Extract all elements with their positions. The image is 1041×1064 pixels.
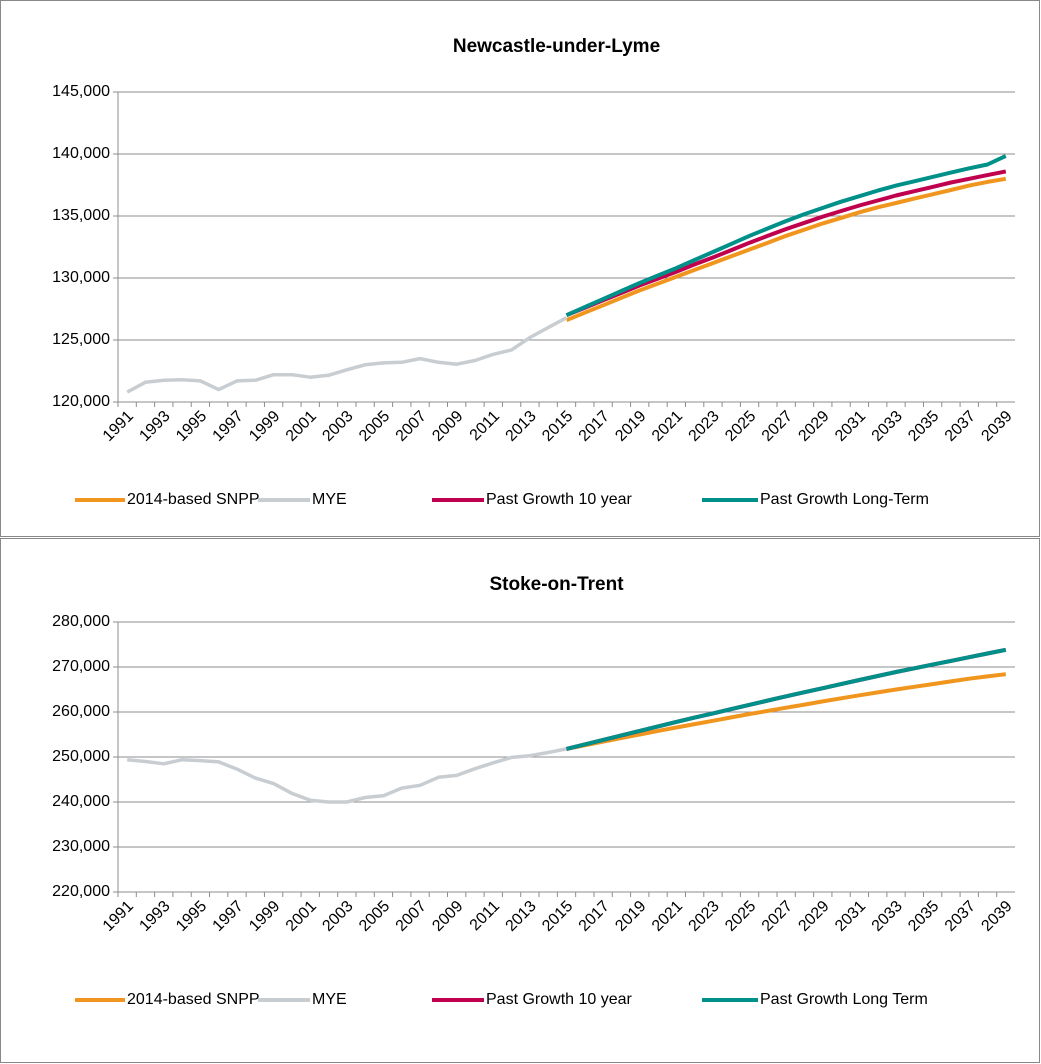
series-line — [565, 169, 1007, 318]
series-line — [126, 316, 568, 394]
chart: Stoke-on-Trent 220,000 230,000 240,000 250,0… — [0, 538, 1040, 1063]
x-tick-label: 2023 — [686, 408, 723, 445]
x-tick-label: 2005 — [356, 408, 393, 445]
x-tick-label: 2003 — [319, 898, 356, 935]
legend-label: 2014-based SNPP — [127, 991, 260, 1008]
x-tick-label: 2001 — [283, 898, 320, 935]
chart-title: Stoke-on-Trent — [489, 574, 624, 595]
x-tick-label: 2007 — [393, 408, 430, 445]
series-line — [565, 154, 1007, 318]
x-tick-label: 1997 — [210, 898, 247, 935]
y-tick-label: 250,000 — [52, 748, 110, 765]
x-tick-label: 2013 — [503, 898, 540, 935]
legend-label: Past Growth Long-Term — [760, 491, 929, 508]
x-tick-label: 2023 — [686, 898, 723, 935]
chart-border — [0, 0, 1040, 537]
x-tick-label: 1993 — [136, 898, 173, 935]
x-tick-label: 2019 — [612, 408, 649, 445]
x-tick-label: 2009 — [429, 898, 466, 935]
series-line — [565, 176, 1007, 323]
legend-label: Past Growth Long Term — [760, 991, 928, 1008]
x-tick-label: 2037 — [942, 408, 979, 445]
legend-label: Past Growth 10 year — [486, 491, 633, 508]
x-tick-label: 1999 — [246, 408, 283, 445]
chart-title: Newcastle-under-Lyme — [453, 36, 660, 57]
x-tick-label: 1991 — [100, 898, 137, 935]
x-tick-label: 1999 — [246, 898, 283, 935]
x-tick-label: 1997 — [210, 408, 247, 445]
x-tick-label: 1993 — [136, 408, 173, 445]
legend-label: MYE — [312, 991, 347, 1008]
series-line — [127, 747, 567, 804]
x-tick-label: 2035 — [905, 408, 942, 445]
x-tick-label: 2029 — [795, 408, 832, 445]
series-line — [566, 647, 1007, 751]
x-tick-label: 2027 — [759, 408, 796, 445]
legend-label: MYE — [312, 491, 347, 508]
x-tick-label: 2021 — [649, 898, 686, 935]
chart: Newcastle-under-Lyme 120,000 125,000 130,00… — [0, 0, 1040, 537]
x-tick-label: 2015 — [539, 898, 576, 935]
x-tick-label: 2011 — [467, 898, 503, 934]
y-tick-label: 135,000 — [52, 207, 110, 224]
x-tick-label: 2007 — [393, 898, 430, 935]
x-tick-label: 2021 — [649, 408, 686, 445]
x-tick-label: 2003 — [319, 408, 356, 445]
x-tick-label: 2033 — [869, 898, 906, 935]
x-tick-label: 2025 — [722, 898, 759, 935]
y-tick-label: 145,000 — [52, 83, 110, 100]
x-tick-label: 2001 — [283, 408, 320, 445]
y-tick-label: 270,000 — [52, 658, 110, 675]
y-tick-label: 280,000 — [52, 613, 110, 630]
x-tick-label: 2013 — [503, 408, 540, 445]
y-tick-label: 220,000 — [52, 883, 110, 900]
x-tick-label: 2011 — [467, 408, 503, 444]
x-tick-label: 2037 — [942, 898, 979, 935]
x-tick-label: 1995 — [173, 408, 210, 445]
x-tick-label: 2039 — [978, 408, 1015, 445]
legend-label: Past Growth 10 year — [486, 991, 633, 1008]
x-tick-label: 2027 — [759, 898, 796, 935]
y-tick-label: 140,000 — [52, 145, 110, 162]
x-tick-label: 2035 — [905, 898, 942, 935]
x-tick-label: 2031 — [832, 408, 869, 445]
legend-label: 2014-based SNPP — [127, 491, 260, 508]
y-tick-label: 230,000 — [52, 838, 110, 855]
y-tick-label: 260,000 — [52, 703, 110, 720]
chart-border — [0, 538, 1040, 1063]
x-tick-label: 2005 — [356, 898, 393, 935]
x-tick-label: 2019 — [612, 898, 649, 935]
x-tick-label: 2009 — [429, 408, 466, 445]
x-tick-label: 2029 — [795, 898, 832, 935]
y-tick-label: 130,000 — [52, 269, 110, 286]
x-tick-label: 2017 — [576, 898, 613, 935]
x-tick-label: 2039 — [978, 898, 1015, 935]
x-tick-label: 1995 — [173, 898, 210, 935]
x-tick-label: 1991 — [100, 408, 137, 445]
y-tick-label: 120,000 — [52, 393, 110, 410]
x-tick-label: 2031 — [832, 898, 869, 935]
y-tick-label: 125,000 — [52, 331, 110, 348]
y-tick-label: 240,000 — [52, 793, 110, 810]
x-tick-label: 2025 — [722, 408, 759, 445]
x-tick-label: 2033 — [869, 408, 906, 445]
x-tick-label: 2017 — [576, 408, 613, 445]
series-line — [566, 672, 1007, 751]
x-tick-label: 2015 — [539, 408, 576, 445]
